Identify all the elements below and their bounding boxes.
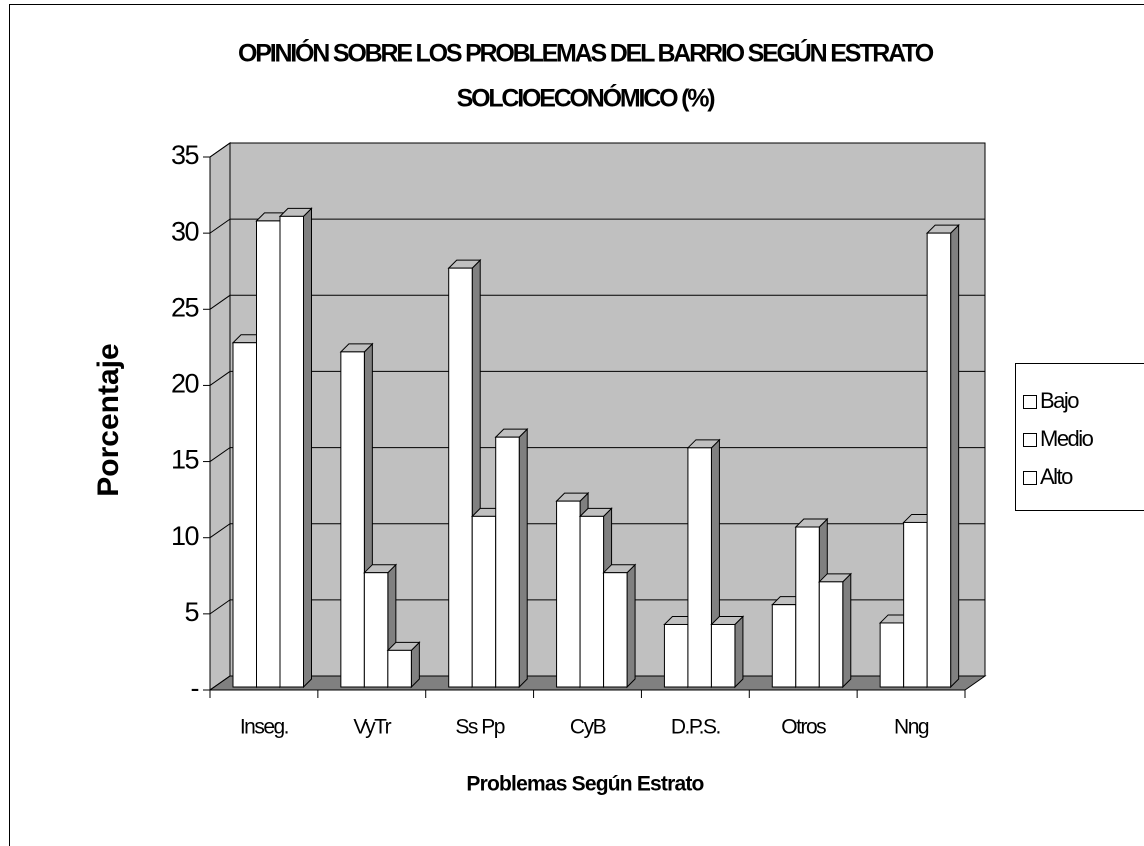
x-tick-label: Otros bbox=[781, 716, 826, 739]
grid-line bbox=[209, 447, 985, 462]
bar bbox=[448, 267, 473, 688]
bar bbox=[387, 649, 412, 688]
x-tick-label: Nng bbox=[894, 716, 929, 739]
grid-line bbox=[209, 142, 985, 158]
bar-side bbox=[842, 572, 852, 689]
y-tick-label: - bbox=[191, 673, 199, 703]
y-axis-title: Porcentaje bbox=[92, 343, 125, 496]
grid-line bbox=[209, 599, 985, 615]
bar bbox=[495, 436, 520, 688]
grid-line bbox=[209, 218, 985, 234]
bar bbox=[279, 215, 304, 688]
grid-line bbox=[209, 370, 985, 386]
bar bbox=[663, 623, 689, 688]
legend-label: Alto bbox=[1040, 464, 1073, 489]
x-tick-label: VyTr bbox=[353, 716, 391, 739]
y-tick-label: 15 bbox=[171, 445, 199, 475]
bar bbox=[256, 220, 281, 688]
bar-side bbox=[518, 427, 528, 689]
bar bbox=[771, 604, 797, 688]
bar bbox=[818, 581, 844, 688]
y-tick-label: 30 bbox=[171, 216, 199, 246]
bar-side bbox=[734, 615, 744, 689]
bar bbox=[687, 447, 712, 688]
legend-swatch bbox=[1023, 471, 1037, 485]
x-axis-title: Problemas Según Estrato bbox=[466, 773, 703, 796]
y-tick-label: 20 bbox=[171, 369, 199, 399]
bar bbox=[471, 515, 497, 688]
legend-swatch bbox=[1023, 433, 1037, 447]
chart-title: OPINIÓN SOBRE LOS PROBLEMAS DEL BARRIO S… bbox=[238, 38, 934, 68]
grid-line bbox=[209, 523, 985, 539]
side-wall bbox=[209, 142, 231, 691]
y-tick-label: 5 bbox=[184, 597, 198, 627]
bar bbox=[232, 342, 257, 688]
bar-side bbox=[303, 207, 312, 689]
bar bbox=[926, 232, 952, 688]
x-tick-label: CyB bbox=[570, 716, 606, 739]
legend-label: Medio bbox=[1040, 426, 1094, 451]
x-tick-label: Ss Pp bbox=[455, 716, 504, 739]
bar bbox=[363, 572, 389, 688]
chart-title: SOLCIOECONÓMICO (%) bbox=[457, 83, 716, 113]
legend-label: Bajo bbox=[1040, 388, 1079, 413]
legend-swatch bbox=[1023, 395, 1037, 409]
x-tick-label: D.P.S. bbox=[671, 716, 720, 739]
bar bbox=[340, 351, 365, 688]
bar bbox=[795, 526, 820, 688]
bar bbox=[903, 521, 928, 688]
bar-side bbox=[950, 223, 960, 689]
bar bbox=[710, 623, 736, 688]
y-tick-label: 35 bbox=[171, 140, 199, 170]
bar bbox=[879, 622, 905, 688]
bar bbox=[603, 572, 628, 688]
y-tick-label: 10 bbox=[171, 521, 199, 551]
bar bbox=[556, 500, 581, 688]
y-tick-label: 25 bbox=[171, 292, 199, 322]
bar-side bbox=[626, 563, 636, 689]
grid-line bbox=[209, 294, 985, 310]
bar bbox=[579, 515, 605, 688]
x-tick-label: Inseg. bbox=[240, 716, 288, 739]
